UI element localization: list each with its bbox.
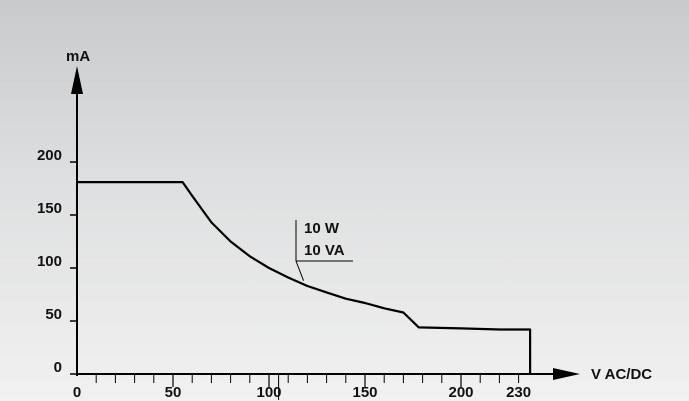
annotations: 10 W 10 VA (295, 220, 353, 281)
x-tick-label: 150 (352, 384, 377, 401)
y-tick-label: 50 (45, 306, 62, 323)
series-line-0 (77, 181, 532, 374)
ticks (70, 161, 520, 400)
x-tick-label: 0 (73, 384, 81, 401)
x-tick-label: 100 (256, 384, 281, 401)
axes (71, 66, 580, 380)
annotation-text: 10 VA (304, 242, 345, 259)
x-tick-label: 50 (165, 384, 182, 401)
y-axis-label: mA (66, 48, 90, 65)
y-tick-label: 100 (37, 253, 62, 270)
x-tick-label: 230 (506, 384, 531, 401)
x-tick-label: 200 (448, 384, 473, 401)
x-axis-label: V AC/DC (591, 366, 652, 383)
annotation-text: 10 W (304, 220, 340, 237)
series (77, 181, 532, 374)
y-tick-label: 150 (37, 200, 62, 217)
annotation-leader (295, 260, 305, 281)
y-axis-arrow (71, 66, 83, 94)
tick-labels: 0 50 100 150 200 0 50 100 150 200 230 (37, 147, 531, 401)
x-axis-arrow (553, 368, 580, 380)
y-tick-label: 200 (37, 147, 62, 164)
y-tick-label: 0 (54, 359, 62, 376)
